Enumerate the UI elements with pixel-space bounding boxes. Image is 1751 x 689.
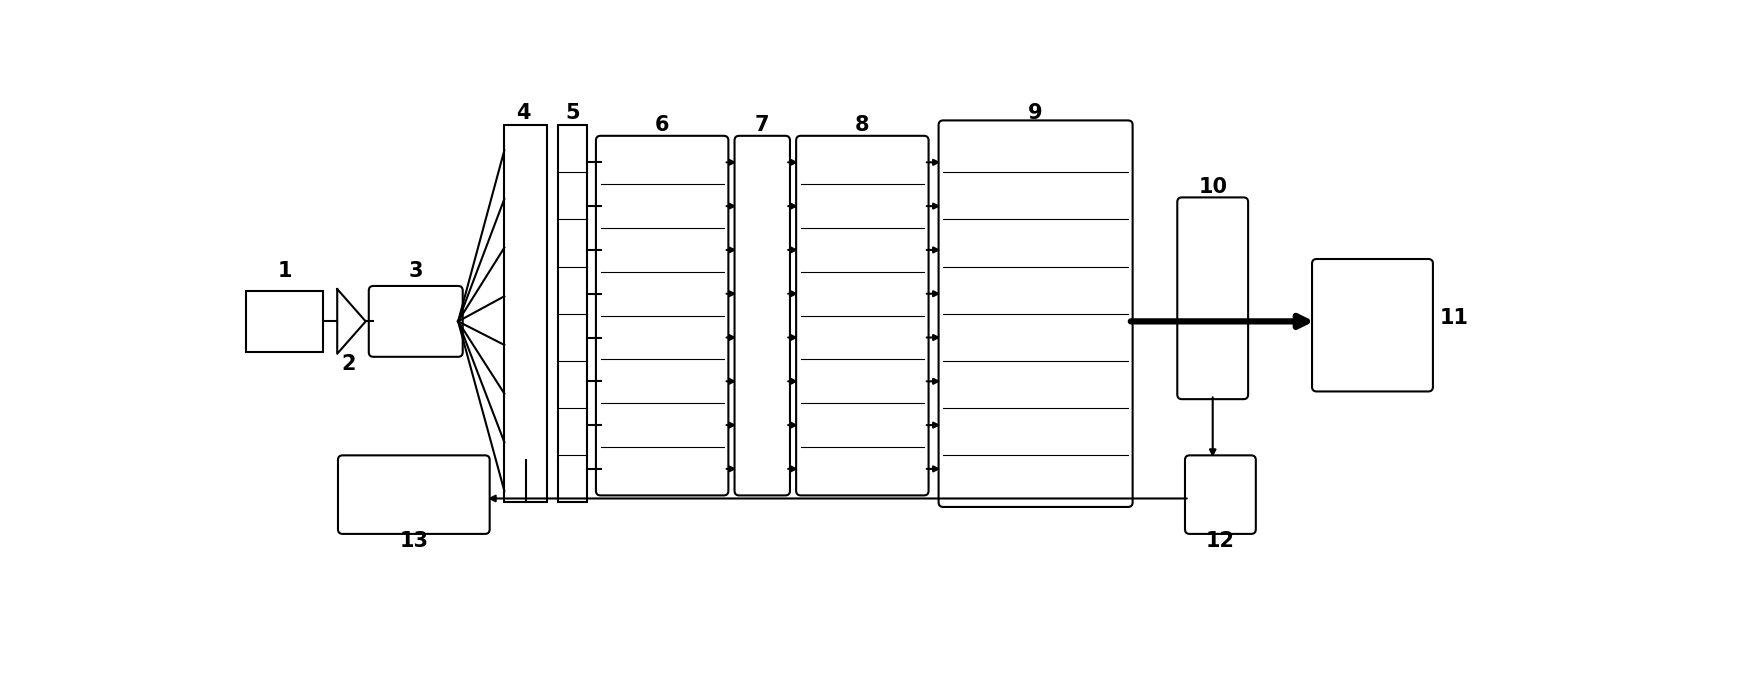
Text: 9: 9: [1028, 103, 1044, 123]
FancyBboxPatch shape: [369, 286, 462, 357]
FancyBboxPatch shape: [1177, 198, 1248, 399]
Text: 4: 4: [517, 103, 531, 123]
FancyBboxPatch shape: [1311, 259, 1432, 391]
FancyBboxPatch shape: [595, 136, 728, 495]
Text: 1: 1: [278, 261, 292, 281]
FancyBboxPatch shape: [338, 455, 490, 534]
Text: 2: 2: [341, 353, 355, 373]
Bar: [504, 125, 546, 502]
Text: 5: 5: [566, 103, 580, 123]
Text: 11: 11: [1439, 307, 1469, 327]
Text: 12: 12: [1206, 531, 1234, 551]
FancyBboxPatch shape: [797, 136, 928, 495]
Text: 7: 7: [755, 115, 769, 135]
Text: 10: 10: [1198, 176, 1227, 196]
FancyBboxPatch shape: [734, 136, 790, 495]
Bar: [247, 291, 324, 352]
Text: 13: 13: [399, 531, 429, 551]
Text: 8: 8: [854, 115, 870, 135]
Text: 6: 6: [655, 115, 669, 135]
FancyBboxPatch shape: [1185, 455, 1255, 534]
Bar: [559, 125, 588, 502]
Text: 3: 3: [408, 261, 424, 281]
FancyBboxPatch shape: [939, 121, 1133, 507]
